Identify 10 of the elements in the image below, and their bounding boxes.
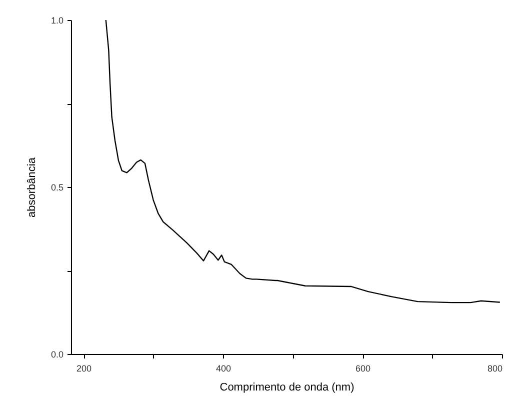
x-tick-label: 600 [356, 364, 371, 374]
x-tick-label: 200 [76, 364, 92, 374]
y-tick-label: 0.5 [50, 182, 64, 192]
x-tick-label: 400 [216, 364, 232, 374]
x-axis-title: Comprimento de onda (nm) [220, 382, 354, 394]
y-axis-title: absorbância [26, 156, 38, 218]
y-tick-label: 1.0 [50, 16, 64, 26]
x-tick-label: 800 [487, 364, 502, 374]
line-series [105, 19, 501, 304]
y-tick-label: 0.0 [50, 350, 64, 360]
